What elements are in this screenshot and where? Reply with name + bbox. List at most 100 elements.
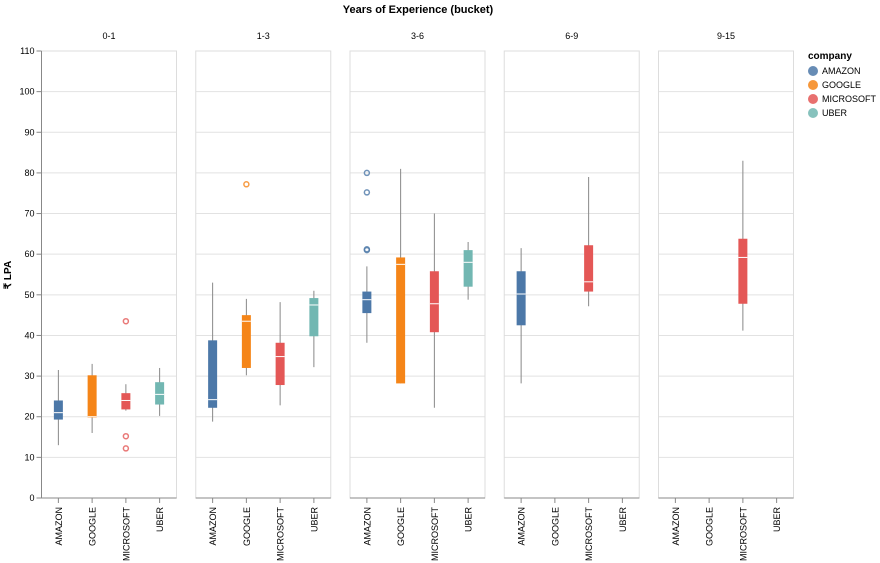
outlier-point xyxy=(363,246,371,254)
box-iqr xyxy=(155,382,165,405)
x-tick-label: GOOGLE xyxy=(242,507,252,546)
legend-item-amazon: AMAZON xyxy=(808,66,861,76)
y-tick-label: 70 xyxy=(24,209,34,219)
y-tick-label: 0 xyxy=(29,493,34,503)
outlier-point xyxy=(243,181,250,188)
x-tick-label: MICROSOFT xyxy=(584,507,594,561)
box-google xyxy=(241,181,251,376)
chart-title: Years of Experience (bucket) xyxy=(343,4,494,16)
facet-panel-1-3: 1-3 AMAZON GOOGLE MICROSOFT UBER xyxy=(195,31,332,561)
legend-item-microsoft: MICROSOFT xyxy=(808,94,876,104)
box-google xyxy=(87,363,97,433)
legend-item-uber: UBER xyxy=(808,108,848,118)
box-uber xyxy=(155,367,165,416)
y-axis-title: ₹ LPA xyxy=(3,261,14,289)
box-iqr xyxy=(87,375,97,418)
facet-panel-0-1: 0-1 AMAZON GOOGLE MICROSOFT UBER xyxy=(41,31,177,561)
facet-title: 3-6 xyxy=(411,31,424,41)
y-tick-label: 110 xyxy=(20,46,34,56)
x-tick-label: AMAZON xyxy=(208,507,218,546)
x-tick-label: GOOGLE xyxy=(705,507,715,546)
facet-title: 0-1 xyxy=(102,31,115,41)
legend-symbol xyxy=(808,108,818,118)
legend-label: MICROSOFT xyxy=(822,94,876,104)
outlier-point xyxy=(122,317,130,325)
box-iqr xyxy=(463,250,473,287)
box-iqr xyxy=(396,257,406,384)
legend: company AMAZON GOOGLE MICROSOFT UBER xyxy=(808,51,876,118)
legend-symbol xyxy=(808,94,818,104)
box-iqr xyxy=(309,298,319,337)
y-tick-label: 60 xyxy=(24,249,34,259)
x-tick-label: UBER xyxy=(772,507,782,533)
facet-title: 6-9 xyxy=(565,31,578,41)
legend-label: AMAZON xyxy=(822,66,861,76)
x-tick-label: UBER xyxy=(464,507,474,533)
facet-panels: 0-1 AMAZON GOOGLE MICROSOFT UBER 1-3 AMAZON GOO… xyxy=(41,31,794,561)
x-tick-label: MICROSOFT xyxy=(276,507,286,561)
y-tick-label: 20 xyxy=(24,412,34,422)
box-amazon xyxy=(362,169,372,343)
legend-title: company xyxy=(808,51,852,62)
facet-panel-9-15: 9-15 AMAZON GOOGLE MICROSOFT UBER xyxy=(658,31,794,561)
box-iqr xyxy=(275,342,285,386)
legend-label: UBER xyxy=(822,108,848,118)
facet-panel-3-6: 3-6 AMAZON GOOGLE MICROSOFT UBER xyxy=(349,31,486,561)
y-axis: 0 10 20 30 40 50 60 70 80 90 100 110 xyxy=(19,46,42,503)
x-tick-label: UBER xyxy=(155,507,165,533)
x-tick-label: AMAZON xyxy=(671,507,681,546)
outlier-point xyxy=(122,432,130,440)
box-iqr xyxy=(516,271,526,326)
legend-symbol xyxy=(808,66,818,76)
facet-frame xyxy=(41,50,177,499)
x-tick-label: UBER xyxy=(618,507,628,533)
x-tick-label: GOOGLE xyxy=(396,507,406,546)
box-uber xyxy=(309,290,319,368)
outlier-point xyxy=(122,445,130,452)
x-tick-label: AMAZON xyxy=(517,507,527,546)
box-iqr xyxy=(362,291,372,314)
box-amazon xyxy=(208,282,218,422)
y-tick-label: 100 xyxy=(19,87,34,97)
box-microsoft xyxy=(738,160,748,331)
x-tick-label: GOOGLE xyxy=(88,507,98,546)
box-iqr xyxy=(584,245,594,292)
x-tick-label: UBER xyxy=(309,507,319,533)
box-amazon xyxy=(516,248,526,384)
x-tick-label: MICROSOFT xyxy=(430,507,440,561)
box-iqr xyxy=(738,238,748,304)
y-tick-label: 80 xyxy=(24,168,34,178)
facet-title: 1-3 xyxy=(257,31,270,41)
legend-label: GOOGLE xyxy=(822,80,861,90)
legend-symbol xyxy=(808,80,818,90)
box-iqr xyxy=(53,400,63,420)
box-iqr xyxy=(121,393,131,410)
legend-item-google: GOOGLE xyxy=(808,80,861,90)
facet-panel-6-9: 6-9 AMAZON GOOGLE MICROSOFT UBER xyxy=(503,31,640,561)
y-tick-label: 90 xyxy=(24,127,34,137)
facet-title: 9-15 xyxy=(717,31,735,41)
x-tick-label: MICROSOFT xyxy=(738,507,748,561)
facet-frame xyxy=(195,50,332,499)
y-tick-label: 50 xyxy=(24,290,34,300)
y-tick-label: 40 xyxy=(24,330,34,340)
box-microsoft xyxy=(275,302,285,406)
x-tick-label: GOOGLE xyxy=(550,507,560,546)
box-iqr xyxy=(208,340,218,408)
box-microsoft xyxy=(584,176,594,307)
x-tick-label: AMAZON xyxy=(54,507,64,546)
outlier-point xyxy=(363,189,371,196)
x-tick-label: AMAZON xyxy=(362,507,372,546)
box-microsoft xyxy=(121,317,131,452)
x-tick-label: MICROSOFT xyxy=(121,507,131,561)
box-amazon xyxy=(53,369,63,446)
y-tick-label: 10 xyxy=(24,452,34,462)
box-microsoft xyxy=(429,213,439,408)
y-tick-label: 30 xyxy=(24,371,34,381)
outlier-point xyxy=(363,169,371,177)
box-iqr xyxy=(241,315,251,368)
box-iqr xyxy=(429,271,439,333)
box-google xyxy=(396,168,406,384)
box-uber xyxy=(463,241,473,300)
